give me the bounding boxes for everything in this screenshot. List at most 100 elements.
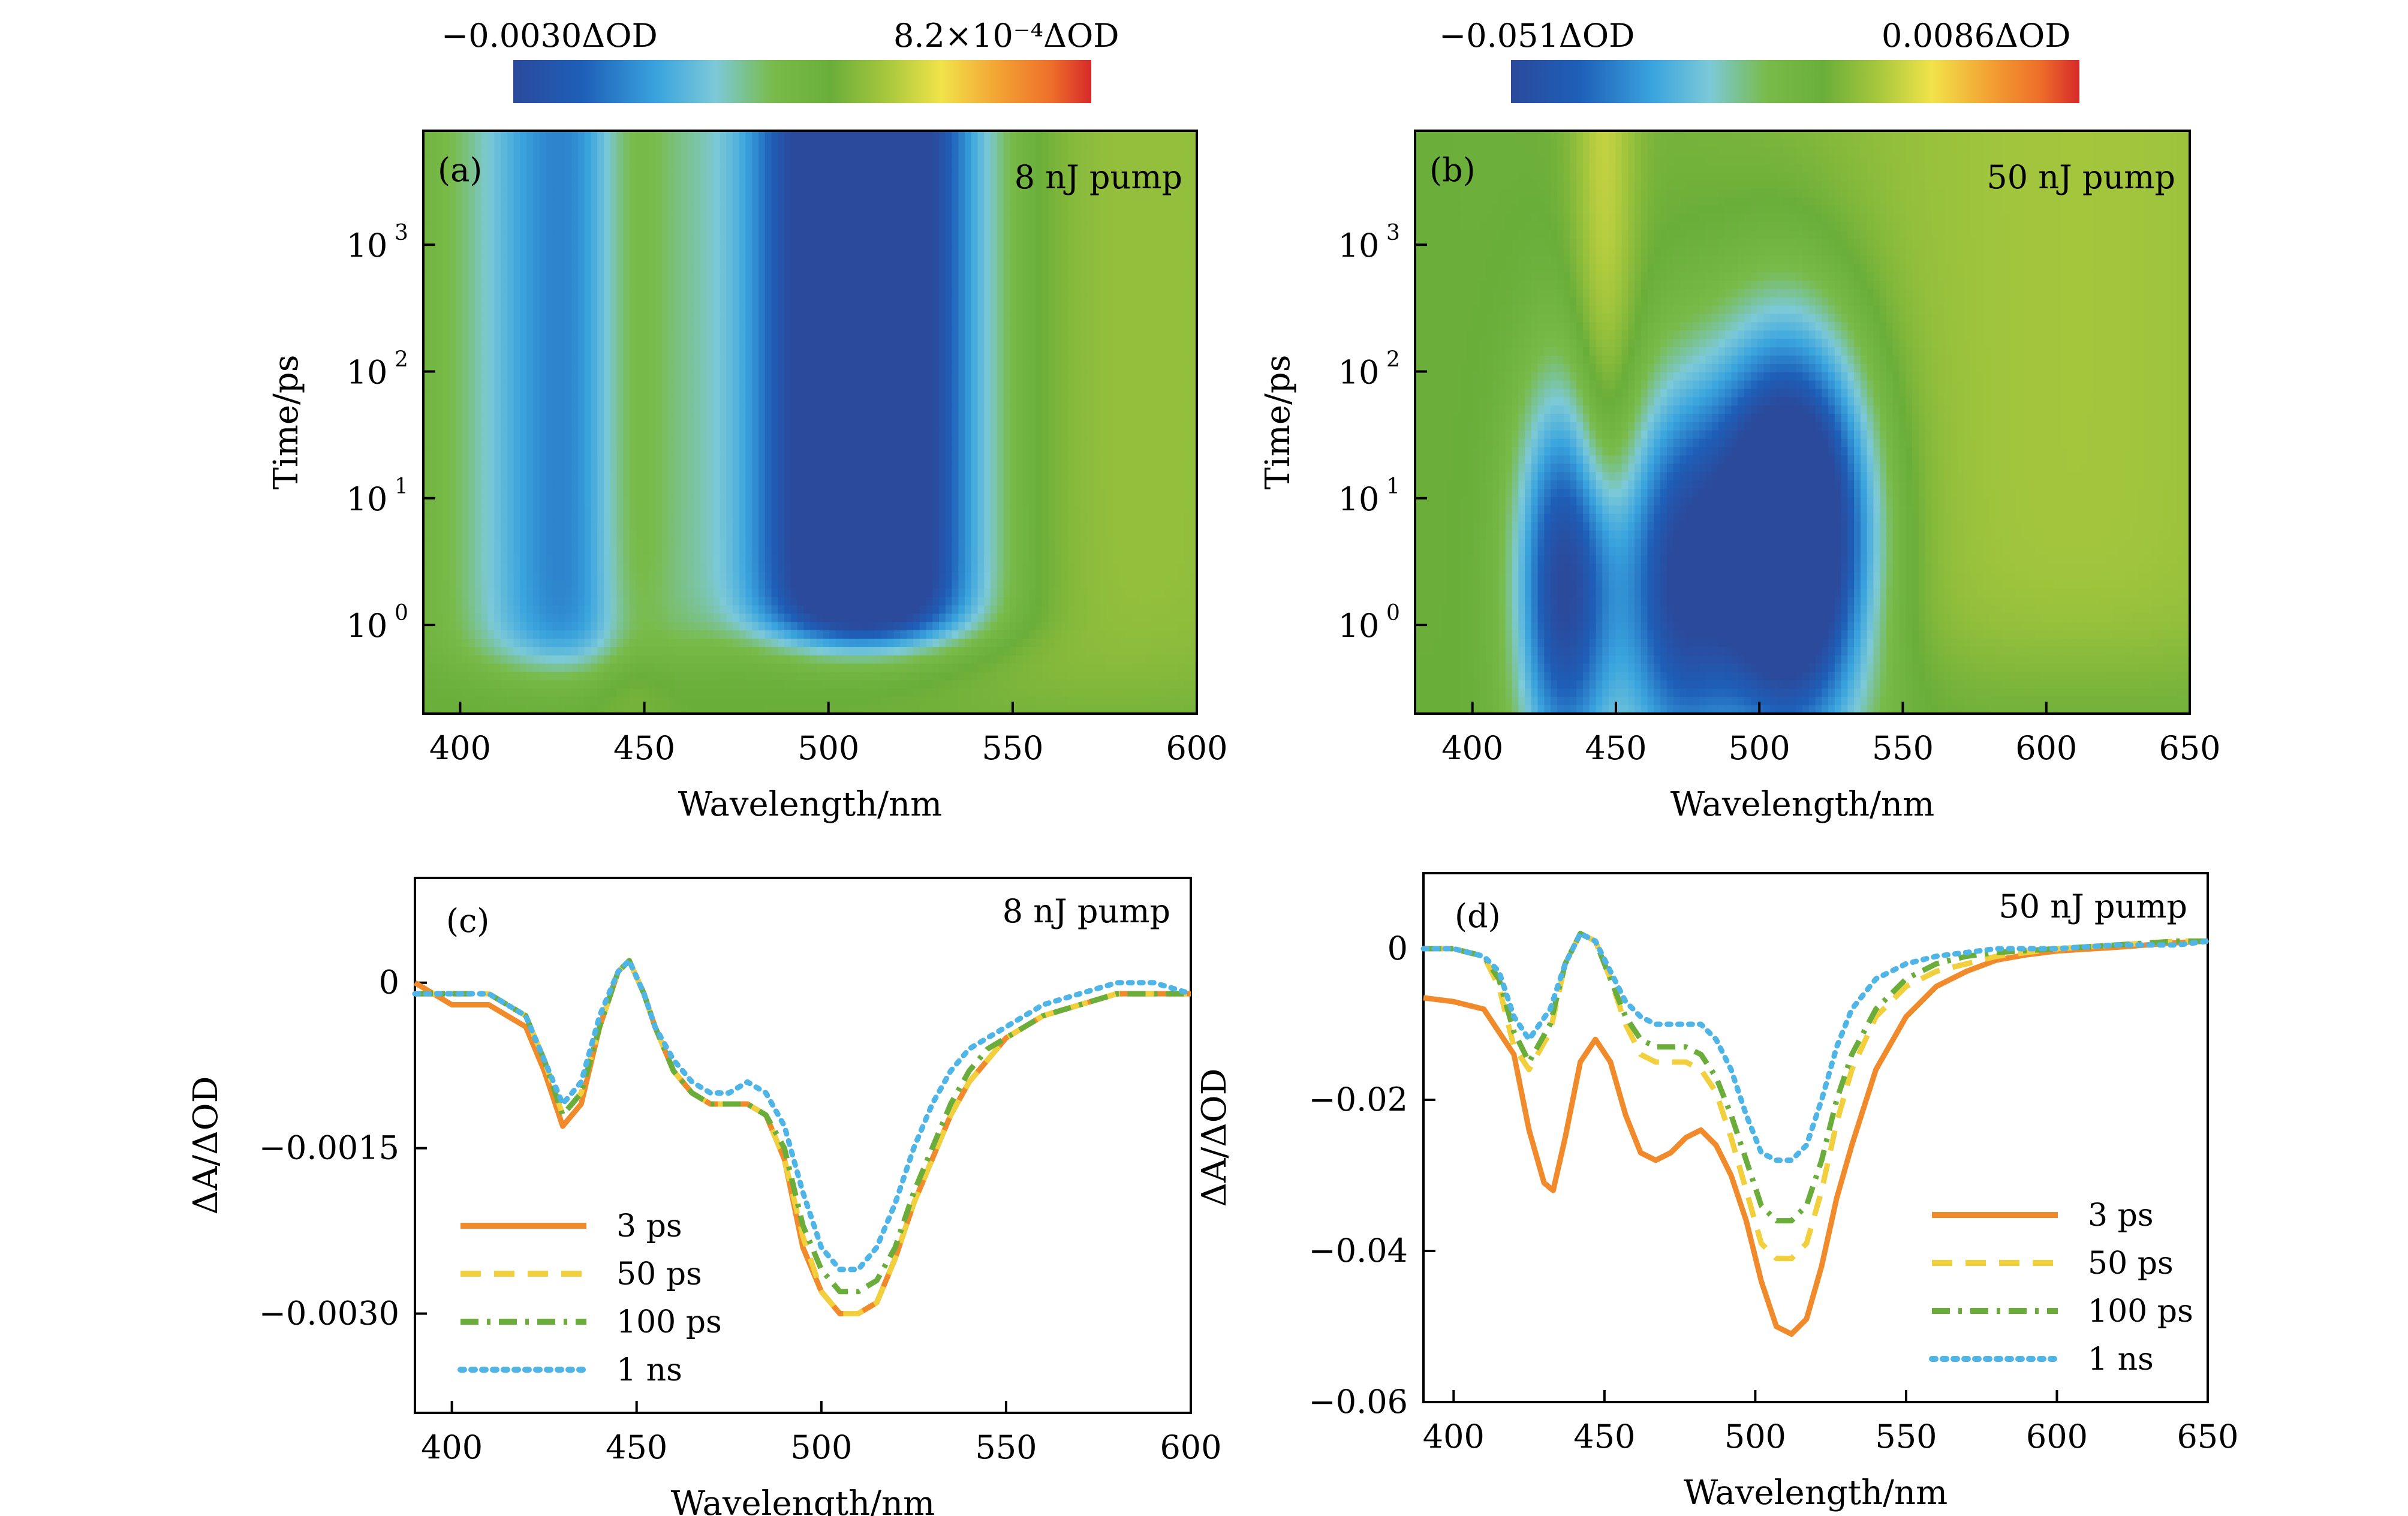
heatmap-cell	[1022, 164, 1030, 173]
heatmap-cell	[977, 172, 985, 182]
heatmap-cell	[681, 305, 688, 315]
heatmap-cell	[1061, 438, 1068, 448]
heatmap-cell	[1010, 438, 1017, 448]
heatmap-cell	[1106, 247, 1114, 257]
heatmap-cell	[842, 405, 850, 414]
heatmap-cell	[494, 197, 501, 206]
heatmap-cell	[481, 363, 489, 373]
heatmap-cell	[764, 247, 772, 257]
heatmap-cell	[481, 438, 489, 448]
heatmap-cell	[926, 131, 934, 140]
heatmap-cell	[913, 147, 920, 157]
heatmap-cell	[868, 472, 875, 481]
heatmap-cell	[733, 372, 740, 381]
heatmap-cell	[900, 197, 908, 206]
heatmap-cell	[1074, 297, 1082, 306]
heatmap-cell	[501, 272, 508, 281]
heatmap-cell	[1113, 355, 1120, 365]
heatmap-cell	[455, 472, 463, 481]
heatmap-cell	[571, 297, 579, 306]
heatmap-cell	[991, 288, 998, 298]
heatmap-cell	[578, 447, 585, 456]
heatmap-cell	[733, 380, 740, 390]
heatmap-cell	[887, 339, 895, 348]
heatmap-cell	[997, 322, 1004, 332]
heatmap-cell	[630, 213, 637, 223]
heatmap-cell	[848, 239, 856, 248]
heatmap-cell	[855, 155, 862, 165]
heatmap-cell	[1003, 247, 1011, 257]
heatmap-cell	[423, 472, 431, 481]
heatmap-cell	[874, 355, 882, 365]
heatmap-cell	[694, 247, 702, 257]
heatmap-cell	[784, 347, 791, 356]
heatmap-cell	[752, 230, 759, 240]
heatmap-cell	[649, 330, 656, 339]
heatmap-cell	[790, 230, 798, 240]
heatmap-cell	[700, 222, 708, 231]
heatmap-cell	[868, 372, 875, 381]
heatmap-cell	[887, 380, 895, 390]
heatmap-cell	[984, 213, 991, 223]
heatmap-cell	[1177, 314, 1185, 323]
heatmap-cell	[597, 155, 604, 165]
heatmap-cell	[449, 213, 456, 223]
heatmap-cell	[455, 380, 463, 390]
heatmap-cell	[862, 414, 869, 423]
heatmap-cell	[1068, 397, 1075, 407]
heatmap-cell	[1184, 330, 1191, 339]
heatmap-cell	[681, 239, 688, 248]
heatmap-cell	[1113, 297, 1120, 306]
heatmap-cell	[455, 305, 463, 315]
heatmap-cell	[655, 272, 663, 281]
heatmap-cell	[526, 422, 534, 431]
heatmap-cell	[616, 272, 624, 281]
heatmap-cell	[790, 247, 798, 257]
heatmap-cell	[790, 363, 798, 373]
heatmap-cell	[900, 380, 908, 390]
heatmap-cell	[1106, 314, 1114, 323]
heatmap-cell	[965, 414, 972, 423]
heatmap-cell	[436, 305, 444, 315]
heatmap-cell	[997, 181, 1004, 190]
heatmap-cell	[1048, 389, 1056, 398]
heatmap-cell	[687, 455, 695, 465]
heatmap-cell	[1087, 464, 1094, 473]
heatmap-cell	[675, 255, 682, 264]
heatmap-cell	[1068, 389, 1075, 398]
heatmap-cell	[532, 422, 540, 431]
heatmap-cell	[604, 447, 611, 456]
heatmap-cell	[513, 264, 521, 273]
heatmap-cell	[681, 297, 688, 306]
heatmap-cell	[468, 430, 475, 440]
heatmap-cell	[1164, 414, 1172, 423]
heatmap-cell	[1061, 131, 1068, 140]
heatmap-cell	[429, 305, 437, 315]
heatmap-cell	[487, 314, 495, 323]
heatmap-cell	[939, 272, 946, 281]
heatmap-cell	[604, 438, 611, 448]
heatmap-cell	[578, 247, 585, 257]
heatmap-cell	[591, 380, 598, 390]
heatmap-cell	[1036, 347, 1043, 356]
heatmap-cell	[803, 222, 811, 231]
heatmap-cell	[571, 181, 579, 190]
heatmap-cell	[752, 322, 759, 332]
heatmap-cell	[513, 288, 521, 298]
heatmap-cell	[1151, 322, 1159, 332]
heatmap-cell	[591, 397, 598, 407]
heatmap-cell	[900, 181, 908, 190]
heatmap-cell	[668, 197, 676, 206]
heatmap-cell	[1177, 181, 1185, 190]
heatmap-cell	[823, 389, 830, 398]
heatmap-cell	[926, 405, 934, 414]
heatmap-cell	[868, 363, 875, 373]
heatmap-cell	[1158, 447, 1166, 456]
heatmap-cell	[642, 297, 650, 306]
heatmap-cell	[758, 447, 766, 456]
heatmap-cell	[610, 197, 618, 206]
heatmap-cell	[939, 164, 946, 173]
heatmap-cell	[661, 397, 669, 407]
heatmap-cell	[565, 314, 573, 323]
heatmap-cell	[494, 280, 501, 290]
